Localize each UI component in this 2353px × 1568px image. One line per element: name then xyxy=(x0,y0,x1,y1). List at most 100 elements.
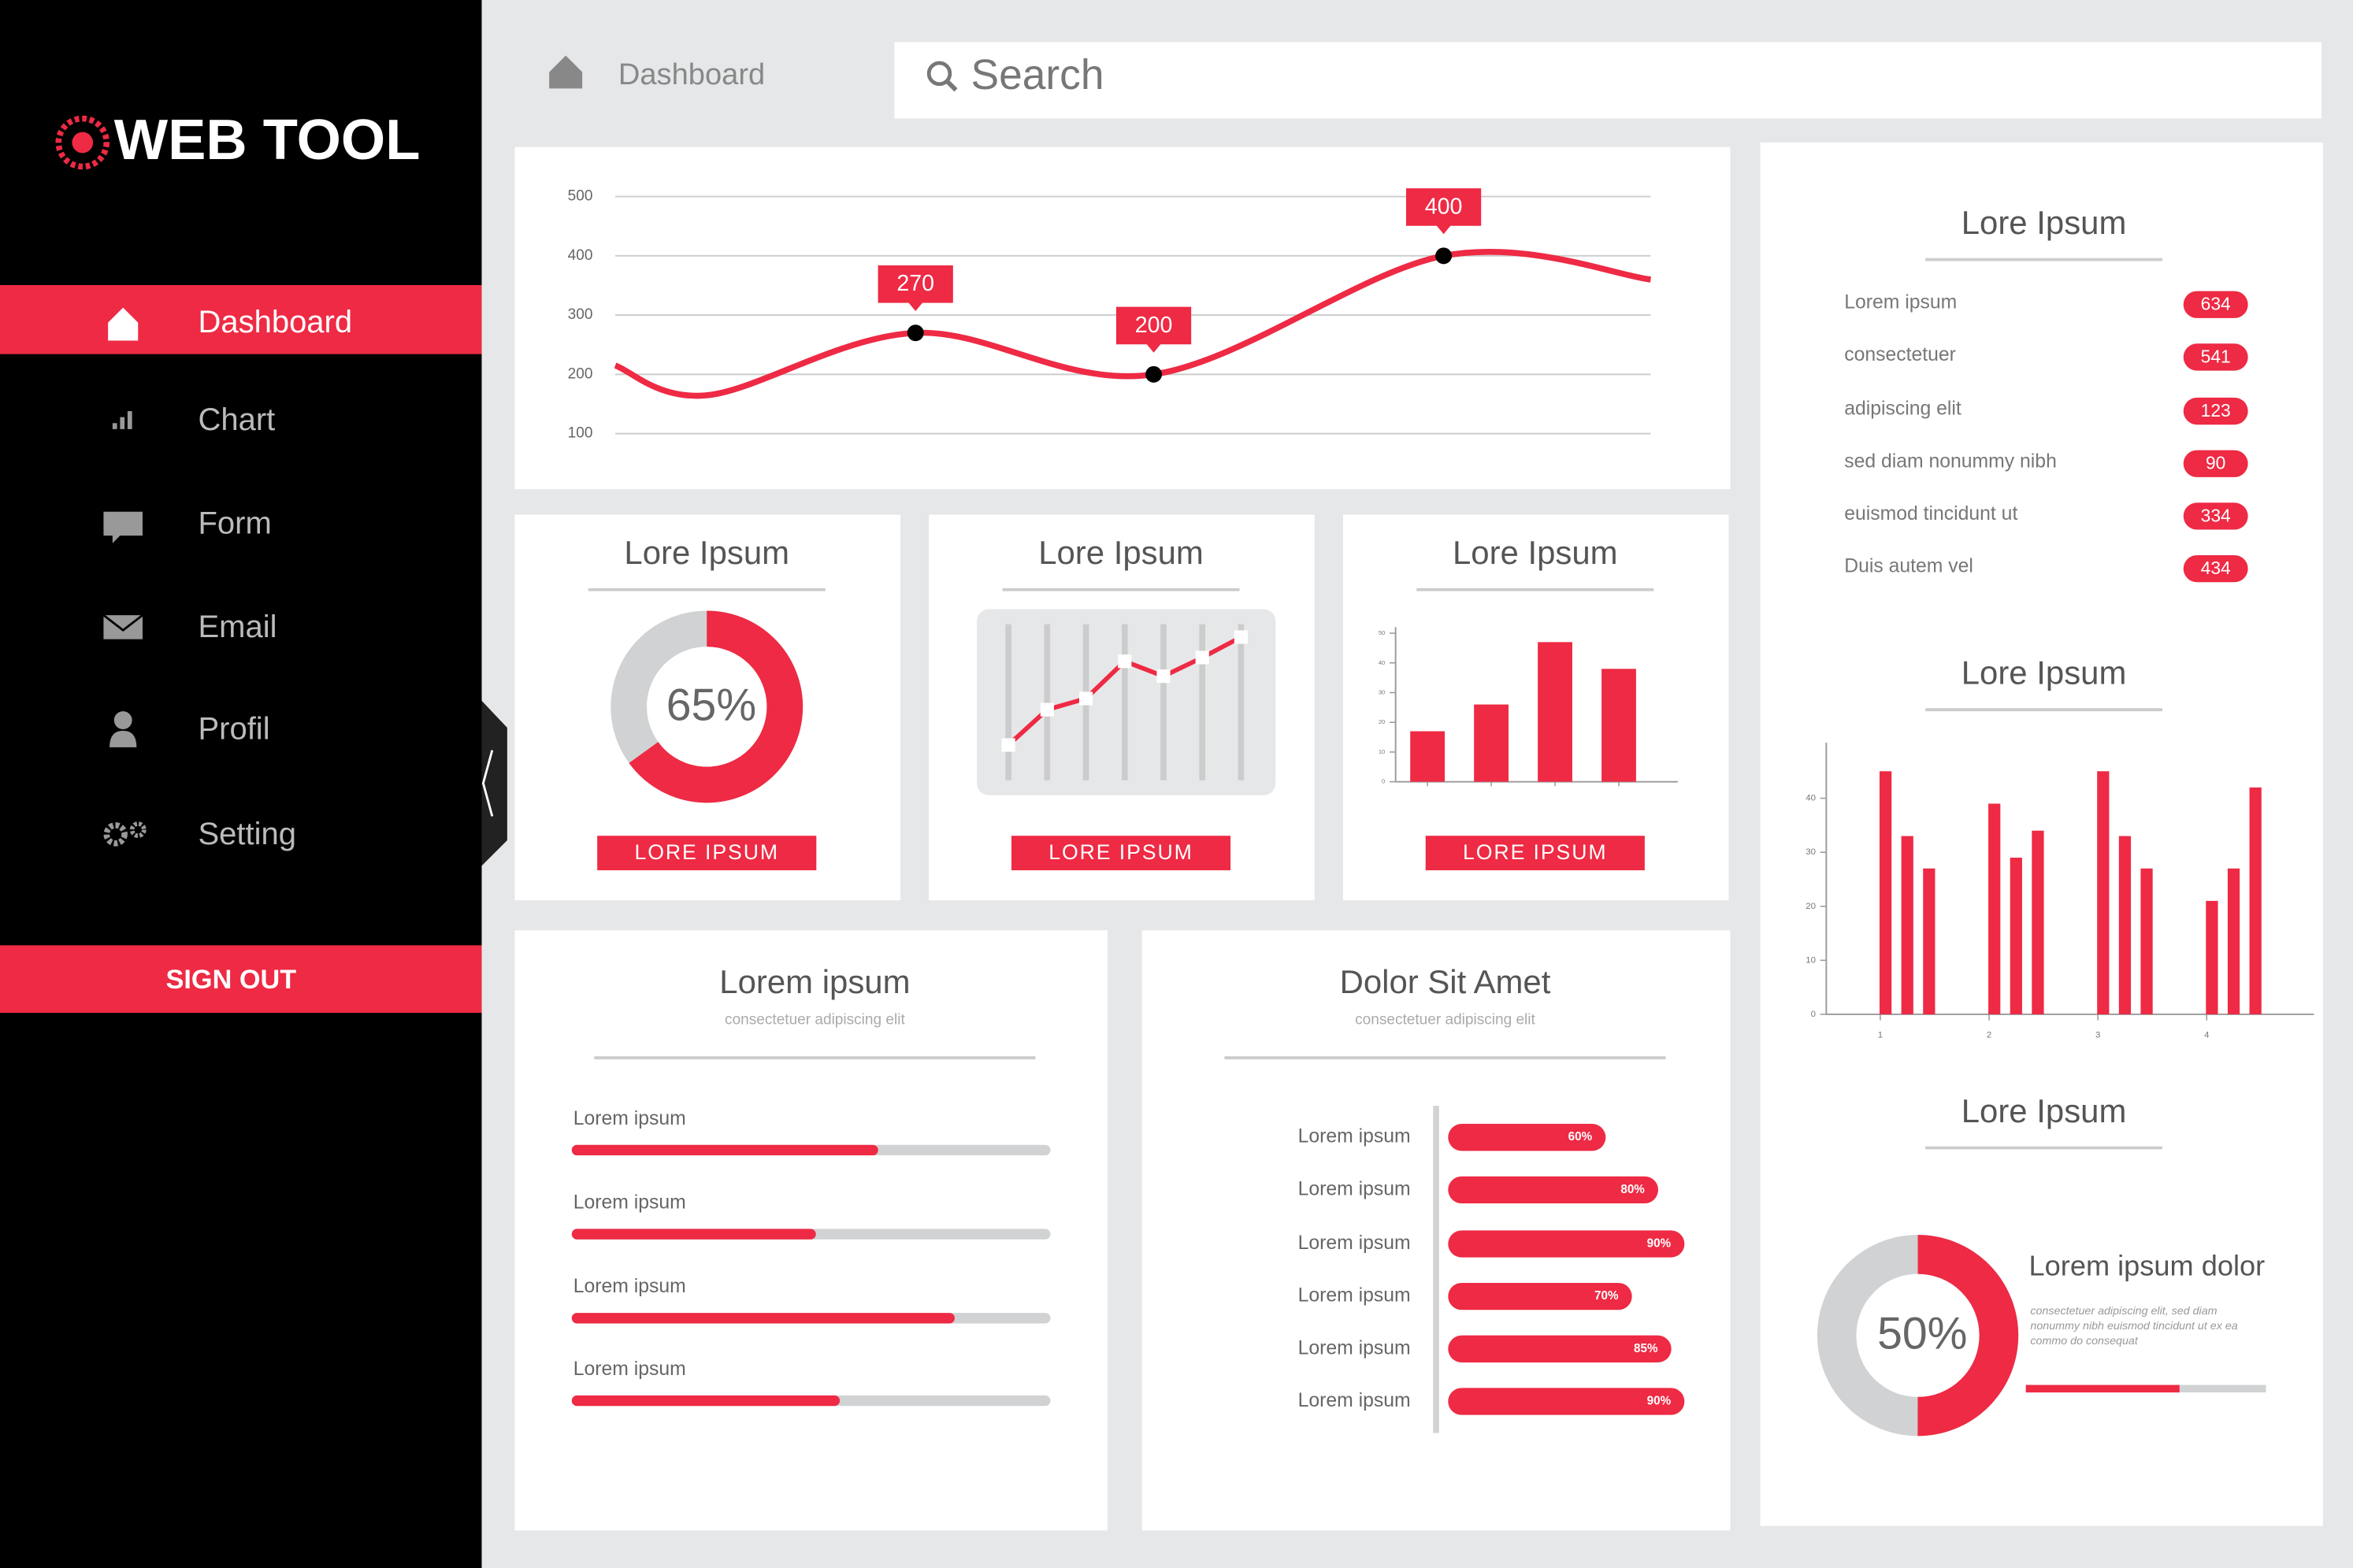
bar xyxy=(2206,900,2218,1014)
pill-bar xyxy=(1448,1283,1632,1310)
point-marker xyxy=(1078,691,1093,706)
pill-label: 90% xyxy=(1647,1395,1672,1408)
x-tick-label: 2 xyxy=(1987,1031,1991,1040)
donut-description: consectetuer adipiscing elit, sed diam xyxy=(2030,1305,2217,1318)
y-tick-label: 200 xyxy=(568,365,593,382)
bar-category: Lorem ipsum xyxy=(1298,1126,1411,1147)
pill-label: 85% xyxy=(1634,1342,1658,1355)
callout xyxy=(1115,306,1192,345)
menu-item[interactable]: Chart xyxy=(198,402,275,437)
bar-category: Lorem ipsum xyxy=(1298,1233,1411,1254)
breadcrumb-icon xyxy=(549,55,583,89)
list-badge xyxy=(2183,450,2248,477)
breadcrumb[interactable]: Dashboard xyxy=(618,58,765,91)
list-badge-value: 334 xyxy=(2201,505,2231,525)
pill-bar xyxy=(1448,1388,1685,1415)
progress-label: Lorem ipsum xyxy=(573,1192,686,1214)
card-button-label[interactable]: LORE IPSUM xyxy=(1463,840,1607,864)
bar xyxy=(2010,858,2022,1014)
icon-profile-head xyxy=(113,711,132,729)
point-marker xyxy=(1195,651,1209,665)
bar xyxy=(1601,669,1636,782)
pill-bar xyxy=(1448,1230,1685,1258)
card-button[interactable] xyxy=(1011,836,1231,871)
menu-item[interactable]: Setting xyxy=(198,817,296,851)
divider xyxy=(1433,1106,1439,1433)
y-tick-label: 400 xyxy=(568,247,593,264)
list-item: adipiscing elit xyxy=(1844,398,1961,420)
y-tick-label: 30 xyxy=(1806,847,1816,857)
card-button-label[interactable]: LORE IPSUM xyxy=(635,840,779,864)
bar xyxy=(2227,868,2240,1014)
donut-label: 50% xyxy=(1877,1309,1967,1359)
progress-label: Lorem ipsum xyxy=(573,1108,686,1129)
icon-gear xyxy=(103,822,128,847)
icon-profile-body xyxy=(109,730,137,747)
list-title: Lore Ipsum xyxy=(1961,204,2127,241)
callout-pointer xyxy=(907,302,923,312)
menu-item[interactable]: Profil xyxy=(198,711,269,746)
list-badge xyxy=(2183,397,2248,425)
bar xyxy=(2140,868,2153,1014)
callout-label: 400 xyxy=(1425,194,1463,219)
bar xyxy=(2032,830,2044,1014)
menu-item[interactable]: Form xyxy=(198,506,271,540)
list-item: euismod tincidunt ut xyxy=(1844,503,2017,525)
highlight-point xyxy=(1435,247,1453,265)
bar-category: Lorem ipsum xyxy=(1298,1285,1411,1307)
y-tick-label: 0 xyxy=(1811,1010,1816,1019)
icon-chart xyxy=(112,423,117,429)
search-box[interactable] xyxy=(894,42,2321,119)
icon-home xyxy=(108,307,139,341)
card-button[interactable] xyxy=(1425,836,1645,871)
point-marker xyxy=(1234,630,1248,644)
y-tick-label: 300 xyxy=(568,306,593,323)
menu-item[interactable]: Dashboard xyxy=(198,305,352,339)
card-title: Dolor Sit Amet xyxy=(1340,963,1551,1000)
card-subtitle: consectetuer adipiscing elit xyxy=(1355,1012,1535,1029)
list-item: Lorem ipsum xyxy=(1844,291,1957,313)
card-button[interactable] xyxy=(597,836,817,871)
icon-chart xyxy=(127,411,132,429)
pill-label: 90% xyxy=(1647,1236,1672,1250)
sign-out-label[interactable]: SIGN OUT xyxy=(166,965,297,995)
pill-label: 70% xyxy=(1594,1289,1619,1303)
highlight-point xyxy=(1145,365,1163,383)
callout-label: 200 xyxy=(1135,313,1173,338)
collapse-tab[interactable] xyxy=(481,700,507,866)
y-tick-label: 500 xyxy=(568,188,593,205)
donut-description: commo do consequat xyxy=(2030,1335,2138,1347)
sign-out-button[interactable] xyxy=(0,945,482,1014)
bar xyxy=(2118,836,2132,1014)
icon-chart xyxy=(120,417,125,429)
donut-arc xyxy=(611,610,804,803)
list-badge-value: 634 xyxy=(2201,294,2231,314)
menu-item[interactable]: Email xyxy=(198,610,276,644)
pill-bar xyxy=(1448,1176,1658,1204)
search-placeholder[interactable]: Search xyxy=(971,52,1104,98)
list-item: Duis autem vel xyxy=(1844,556,1973,577)
progress-label: Lorem ipsum xyxy=(573,1276,686,1297)
card-title: Lore Ipsum xyxy=(1961,1092,2127,1129)
card-title: Lore Ipsum xyxy=(1961,654,2127,691)
point-marker xyxy=(1156,669,1171,684)
progress-fill xyxy=(571,1395,841,1407)
mini-chart-column xyxy=(1199,624,1206,780)
card-title: Lore Ipsum xyxy=(624,534,789,571)
mini-chart-column xyxy=(1121,624,1128,780)
y-tick-label: 20 xyxy=(1806,902,1816,911)
x-tick-label: 4 xyxy=(2204,1031,2210,1040)
y-tick-label: 20 xyxy=(1379,718,1385,725)
bar xyxy=(1538,642,1572,782)
card-button-label[interactable]: LORE IPSUM xyxy=(1048,840,1193,864)
mini-chart-column xyxy=(1160,624,1167,780)
icon-email-flap xyxy=(102,614,143,632)
bar-category: Lorem ipsum xyxy=(1298,1178,1411,1199)
mini-chart-column xyxy=(1238,624,1245,780)
card-title: Lore Ipsum xyxy=(1453,534,1618,571)
point-marker xyxy=(1040,702,1054,717)
icon-form xyxy=(103,511,143,543)
list-item: sed diam nonummy nibh xyxy=(1844,450,2057,472)
